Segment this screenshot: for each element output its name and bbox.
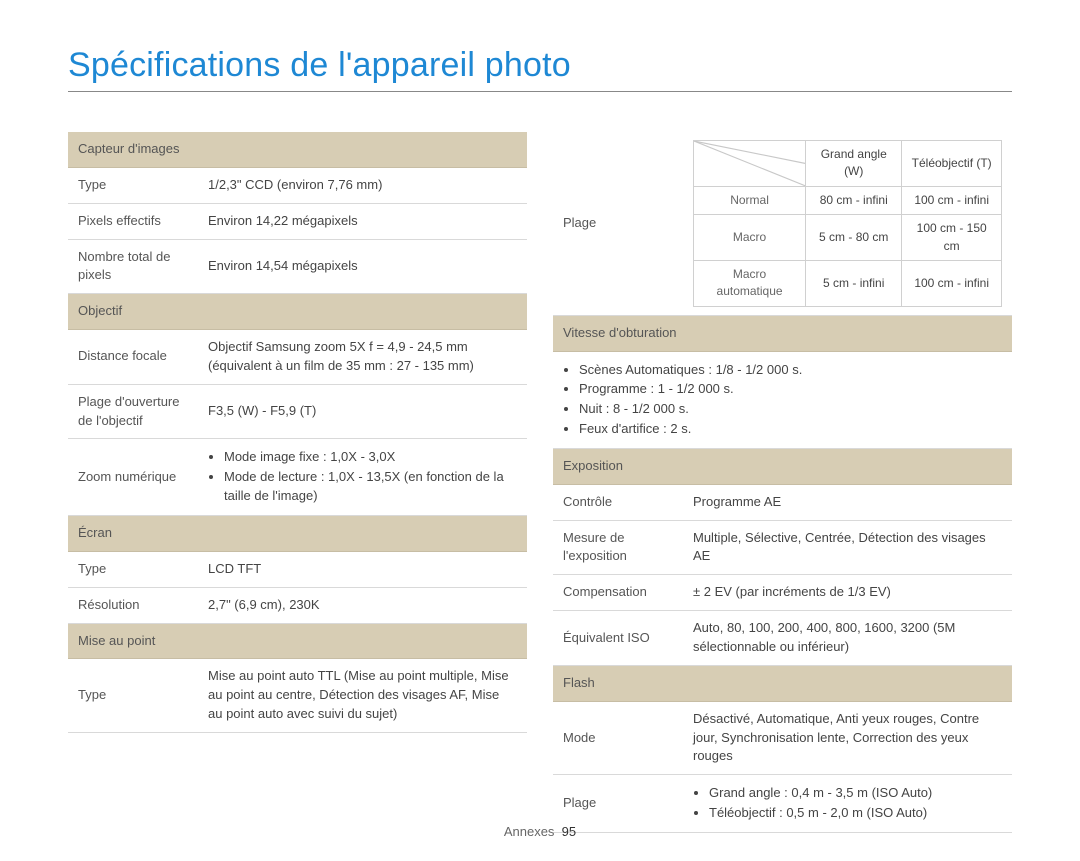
spec-value: Environ 14,54 mégapixels — [198, 239, 527, 294]
spec-value-list: Mode image fixe : 1,0X - 3,0X Mode de le… — [198, 439, 527, 516]
spec-row: Zoom numérique Mode image fixe : 1,0X - … — [68, 439, 527, 516]
range-row-label: Normal — [694, 186, 806, 214]
spec-row: Distance focaleObjectif Samsung zoom 5X … — [68, 330, 527, 385]
right-column: Plage Grand angle (W) Téléobjectif (T) N… — [553, 132, 1012, 833]
range-row-label: Macro — [694, 215, 806, 261]
spec-label: Nombre total de pixels — [68, 239, 198, 294]
spec-row: Compensation± 2 EV (par incréments de 1/… — [553, 575, 1012, 611]
spec-value: ± 2 EV (par incréments de 1/3 EV) — [683, 575, 1012, 611]
range-cell: 5 cm - infini — [806, 260, 902, 306]
range-subtable: Grand angle (W) Téléobjectif (T) Normal … — [693, 140, 1002, 307]
bullet-item: Mode de lecture : 1,0X - 13,5X (en fonct… — [224, 468, 517, 506]
spec-row-range: Plage Grand angle (W) Téléobjectif (T) N… — [553, 132, 1012, 315]
spec-label: Résolution — [68, 587, 198, 623]
range-cell: 100 cm - 150 cm — [902, 215, 1002, 261]
section-header: Vitesse d'obturation — [553, 315, 1012, 351]
section-header: Objectif — [68, 294, 527, 330]
section-label: Exposition — [553, 448, 1012, 484]
spec-value: Mise au point auto TTL (Mise au point mu… — [198, 659, 527, 733]
left-column: Capteur d'images Type1/2,3" CCD (environ… — [68, 132, 527, 833]
spec-row: Plage d'ouverture de l'objectifF3,5 (W) … — [68, 384, 527, 439]
spec-label: Type — [68, 167, 198, 203]
bullet-item: Scènes Automatiques : 1/8 - 1/2 000 s. — [579, 361, 1002, 380]
spec-label: Plage — [553, 132, 683, 315]
spec-row: Mesure de l'expositionMultiple, Sélectiv… — [553, 520, 1012, 575]
range-row: Macro 5 cm - 80 cm 100 cm - 150 cm — [694, 215, 1002, 261]
spec-label: Compensation — [553, 575, 683, 611]
bullet-item: Grand angle : 0,4 m - 3,5 m (ISO Auto) — [709, 784, 1002, 803]
section-label: Mise au point — [68, 623, 527, 659]
range-row: Macro automatique 5 cm - infini 100 cm -… — [694, 260, 1002, 306]
spec-row: Nombre total de pixelsEnviron 14,54 méga… — [68, 239, 527, 294]
spec-label: Mode — [553, 701, 683, 775]
section-label: Écran — [68, 515, 527, 551]
spec-label: Contrôle — [553, 484, 683, 520]
spec-value: Programme AE — [683, 484, 1012, 520]
bullet-item: Programme : 1 - 1/2 000 s. — [579, 380, 1002, 399]
range-cell: 100 cm - infini — [902, 186, 1002, 214]
spec-value: F3,5 (W) - F5,9 (T) — [198, 384, 527, 439]
footer-label: Annexes — [504, 824, 555, 839]
section-label: Vitesse d'obturation — [553, 315, 1012, 351]
range-corner — [694, 141, 806, 187]
spec-value: Objectif Samsung zoom 5X f = 4,9 - 24,5 … — [198, 330, 527, 385]
section-header: Flash — [553, 665, 1012, 701]
range-row: Normal 80 cm - infini 100 cm - infini — [694, 186, 1002, 214]
spec-value: LCD TFT — [198, 551, 527, 587]
bullet-item: Feux d'artifice : 2 s. — [579, 420, 1002, 439]
section-header: Mise au point — [68, 623, 527, 659]
spec-row: Type1/2,3" CCD (environ 7,76 mm) — [68, 167, 527, 203]
spec-value: Environ 14,22 mégapixels — [198, 203, 527, 239]
section-header: Écran — [68, 515, 527, 551]
spec-row: TypeLCD TFT — [68, 551, 527, 587]
range-col-header: Grand angle (W) — [806, 141, 902, 187]
spec-value-list: Scènes Automatiques : 1/8 - 1/2 000 s. P… — [553, 351, 1012, 448]
spec-table-left: Capteur d'images Type1/2,3" CCD (environ… — [68, 132, 527, 733]
spec-row: ModeDésactivé, Automatique, Anti yeux ro… — [553, 701, 1012, 775]
range-col-header: Téléobjectif (T) — [902, 141, 1002, 187]
spec-row: Équivalent ISOAuto, 80, 100, 200, 400, 8… — [553, 611, 1012, 666]
range-cell: 5 cm - 80 cm — [806, 215, 902, 261]
spec-label: Équivalent ISO — [553, 611, 683, 666]
spec-value: Multiple, Sélective, Centrée, Détection … — [683, 520, 1012, 575]
range-cell: 80 cm - infini — [806, 186, 902, 214]
spec-label: Distance focale — [68, 330, 198, 385]
spec-value: 2,7" (6,9 cm), 230K — [198, 587, 527, 623]
section-header: Exposition — [553, 448, 1012, 484]
section-label: Objectif — [68, 294, 527, 330]
spec-label: Type — [68, 659, 198, 733]
page-title: Spécifications de l'appareil photo — [68, 46, 1012, 92]
range-row-label: Macro automatique — [694, 260, 806, 306]
spec-row: Résolution2,7" (6,9 cm), 230K — [68, 587, 527, 623]
spec-value: 1/2,3" CCD (environ 7,76 mm) — [198, 167, 527, 203]
page-footer: Annexes 95 — [0, 824, 1080, 839]
range-subtable-cell: Grand angle (W) Téléobjectif (T) Normal … — [683, 132, 1012, 315]
spec-row: Pixels effectifsEnviron 14,22 mégapixels — [68, 203, 527, 239]
bullet-item: Nuit : 8 - 1/2 000 s. — [579, 400, 1002, 419]
bullet-item: Téléobjectif : 0,5 m - 2,0 m (ISO Auto) — [709, 804, 1002, 823]
spec-row: ContrôleProgramme AE — [553, 484, 1012, 520]
spec-label: Plage d'ouverture de l'objectif — [68, 384, 198, 439]
section-label: Flash — [553, 665, 1012, 701]
spec-columns: Capteur d'images Type1/2,3" CCD (environ… — [68, 132, 1012, 833]
spec-row: TypeMise au point auto TTL (Mise au poin… — [68, 659, 527, 733]
spec-row: Scènes Automatiques : 1/8 - 1/2 000 s. P… — [553, 351, 1012, 448]
spec-label: Mesure de l'exposition — [553, 520, 683, 575]
section-header: Capteur d'images — [68, 132, 527, 167]
spec-table-right: Plage Grand angle (W) Téléobjectif (T) N… — [553, 132, 1012, 833]
section-label: Capteur d'images — [68, 132, 527, 167]
spec-value: Auto, 80, 100, 200, 400, 800, 1600, 3200… — [683, 611, 1012, 666]
spec-label: Type — [68, 551, 198, 587]
spec-label: Pixels effectifs — [68, 203, 198, 239]
spec-value: Désactivé, Automatique, Anti yeux rouges… — [683, 701, 1012, 775]
spec-label: Zoom numérique — [68, 439, 198, 516]
bullet-item: Mode image fixe : 1,0X - 3,0X — [224, 448, 517, 467]
footer-page-number: 95 — [562, 824, 576, 839]
range-cell: 100 cm - infini — [902, 260, 1002, 306]
